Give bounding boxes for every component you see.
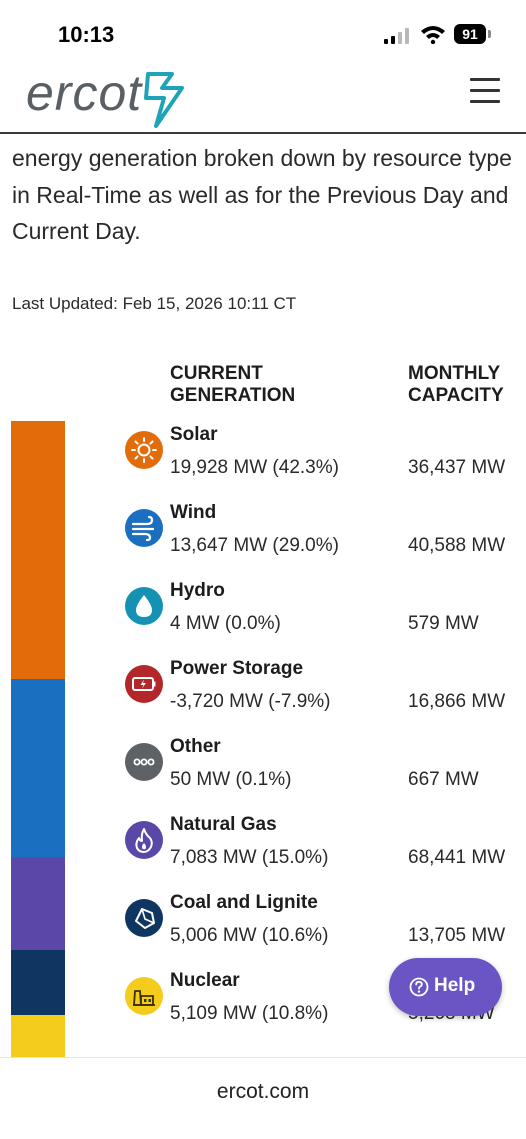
resource-row-natural-gas: Natural Gas 7,083 MW (15.0%) 68,441 MW (0, 814, 526, 892)
current-generation-header: CURRENT GENERATION (170, 363, 296, 406)
stack-segment-nuclear (11, 1015, 65, 1057)
resource-generation: 19,928 MW (42.3%) (170, 457, 339, 478)
resource-name: Power Storage (170, 658, 304, 679)
site-header: ercot (0, 62, 526, 134)
resource-generation: 5,109 MW (10.8%) (170, 1003, 329, 1024)
nuclear-plant-icon (125, 977, 163, 1015)
generation-stack-bar (11, 421, 65, 1057)
battery-tip (488, 30, 491, 38)
battery-icon (125, 665, 163, 703)
intro-paragraph: energy generation broken down by resourc… (12, 145, 512, 244)
resource-name: Wind (170, 502, 217, 523)
ellipsis-icon (125, 743, 163, 781)
resource-row-power-storage: Power Storage -3,720 MW (-7.9%) 16,866 M… (0, 658, 526, 736)
ercot-bolt-icon (144, 72, 184, 128)
stack-segment-coal-and-lignite (11, 950, 65, 1015)
stack-segment-natural-gas (11, 857, 65, 950)
question-circle-icon (409, 977, 429, 997)
site-url[interactable]: ercot.com (216, 1080, 310, 1103)
resource-row-solar: Solar 19,928 MW (42.3%) 36,437 MW (0, 424, 526, 502)
resource-row-coal-lignite: Coal and Lignite 5,006 MW (10.6%) 13,705… (0, 892, 526, 970)
stack-segment-wind (11, 679, 65, 857)
ercot-logo[interactable]: ercot (26, 65, 143, 121)
resource-row-wind: Wind 13,647 MW (29.0%) 40,588 MW (0, 502, 526, 580)
help-button[interactable]: Help (389, 958, 502, 1016)
status-bar: 10:13 91 (0, 0, 526, 62)
resource-name: Natural Gas (170, 814, 277, 835)
resource-generation: 13,647 MW (29.0%) (170, 535, 339, 556)
flame-icon (125, 821, 163, 859)
resource-row-hydro: Hydro 4 MW (0.0%) 579 MW (0, 580, 526, 658)
resource-capacity: 36,437 MW (408, 457, 506, 478)
coal-icon (125, 899, 163, 937)
battery-icon: 91 (454, 24, 486, 44)
resource-generation: 50 MW (0.1%) (170, 769, 292, 790)
resource-generation: -3,720 MW (-7.9%) (170, 691, 331, 712)
help-label: Help (434, 975, 476, 996)
resource-capacity: 579 MW (408, 613, 479, 634)
resource-name: Other (170, 736, 221, 757)
resource-generation: 4 MW (0.0%) (170, 613, 281, 634)
resource-capacity: 68,441 MW (408, 847, 506, 868)
resource-name: Coal and Lignite (170, 892, 318, 913)
resource-generation: 5,006 MW (10.6%) (170, 925, 329, 946)
resource-generation: 7,083 MW (15.0%) (170, 847, 329, 868)
browser-footer: ercot.com (0, 1057, 526, 1139)
sun-icon (125, 431, 163, 469)
resource-capacity: 16,866 MW (408, 691, 506, 712)
status-time: 10:13 (58, 22, 115, 47)
resource-name: Hydro (170, 580, 225, 601)
monthly-capacity-header: MONTHLY CAPACITY (408, 363, 504, 406)
resource-name: Solar (170, 424, 218, 445)
resource-row-other: Other 50 MW (0.1%) 667 MW (0, 736, 526, 814)
stack-segment-solar (11, 421, 65, 679)
water-drop-icon (125, 587, 163, 625)
resource-name: Nuclear (170, 970, 240, 991)
cellular-signal-icon (384, 28, 409, 44)
wind-icon (125, 509, 163, 547)
resource-capacity: 667 MW (408, 769, 479, 790)
last-updated: Last Updated: Feb 15, 2026 10:11 CT (12, 294, 297, 313)
resource-capacity: 13,705 MW (408, 925, 506, 946)
wifi-icon (421, 26, 445, 44)
resource-capacity: 40,588 MW (408, 535, 506, 556)
hamburger-menu-icon[interactable] (470, 78, 500, 104)
